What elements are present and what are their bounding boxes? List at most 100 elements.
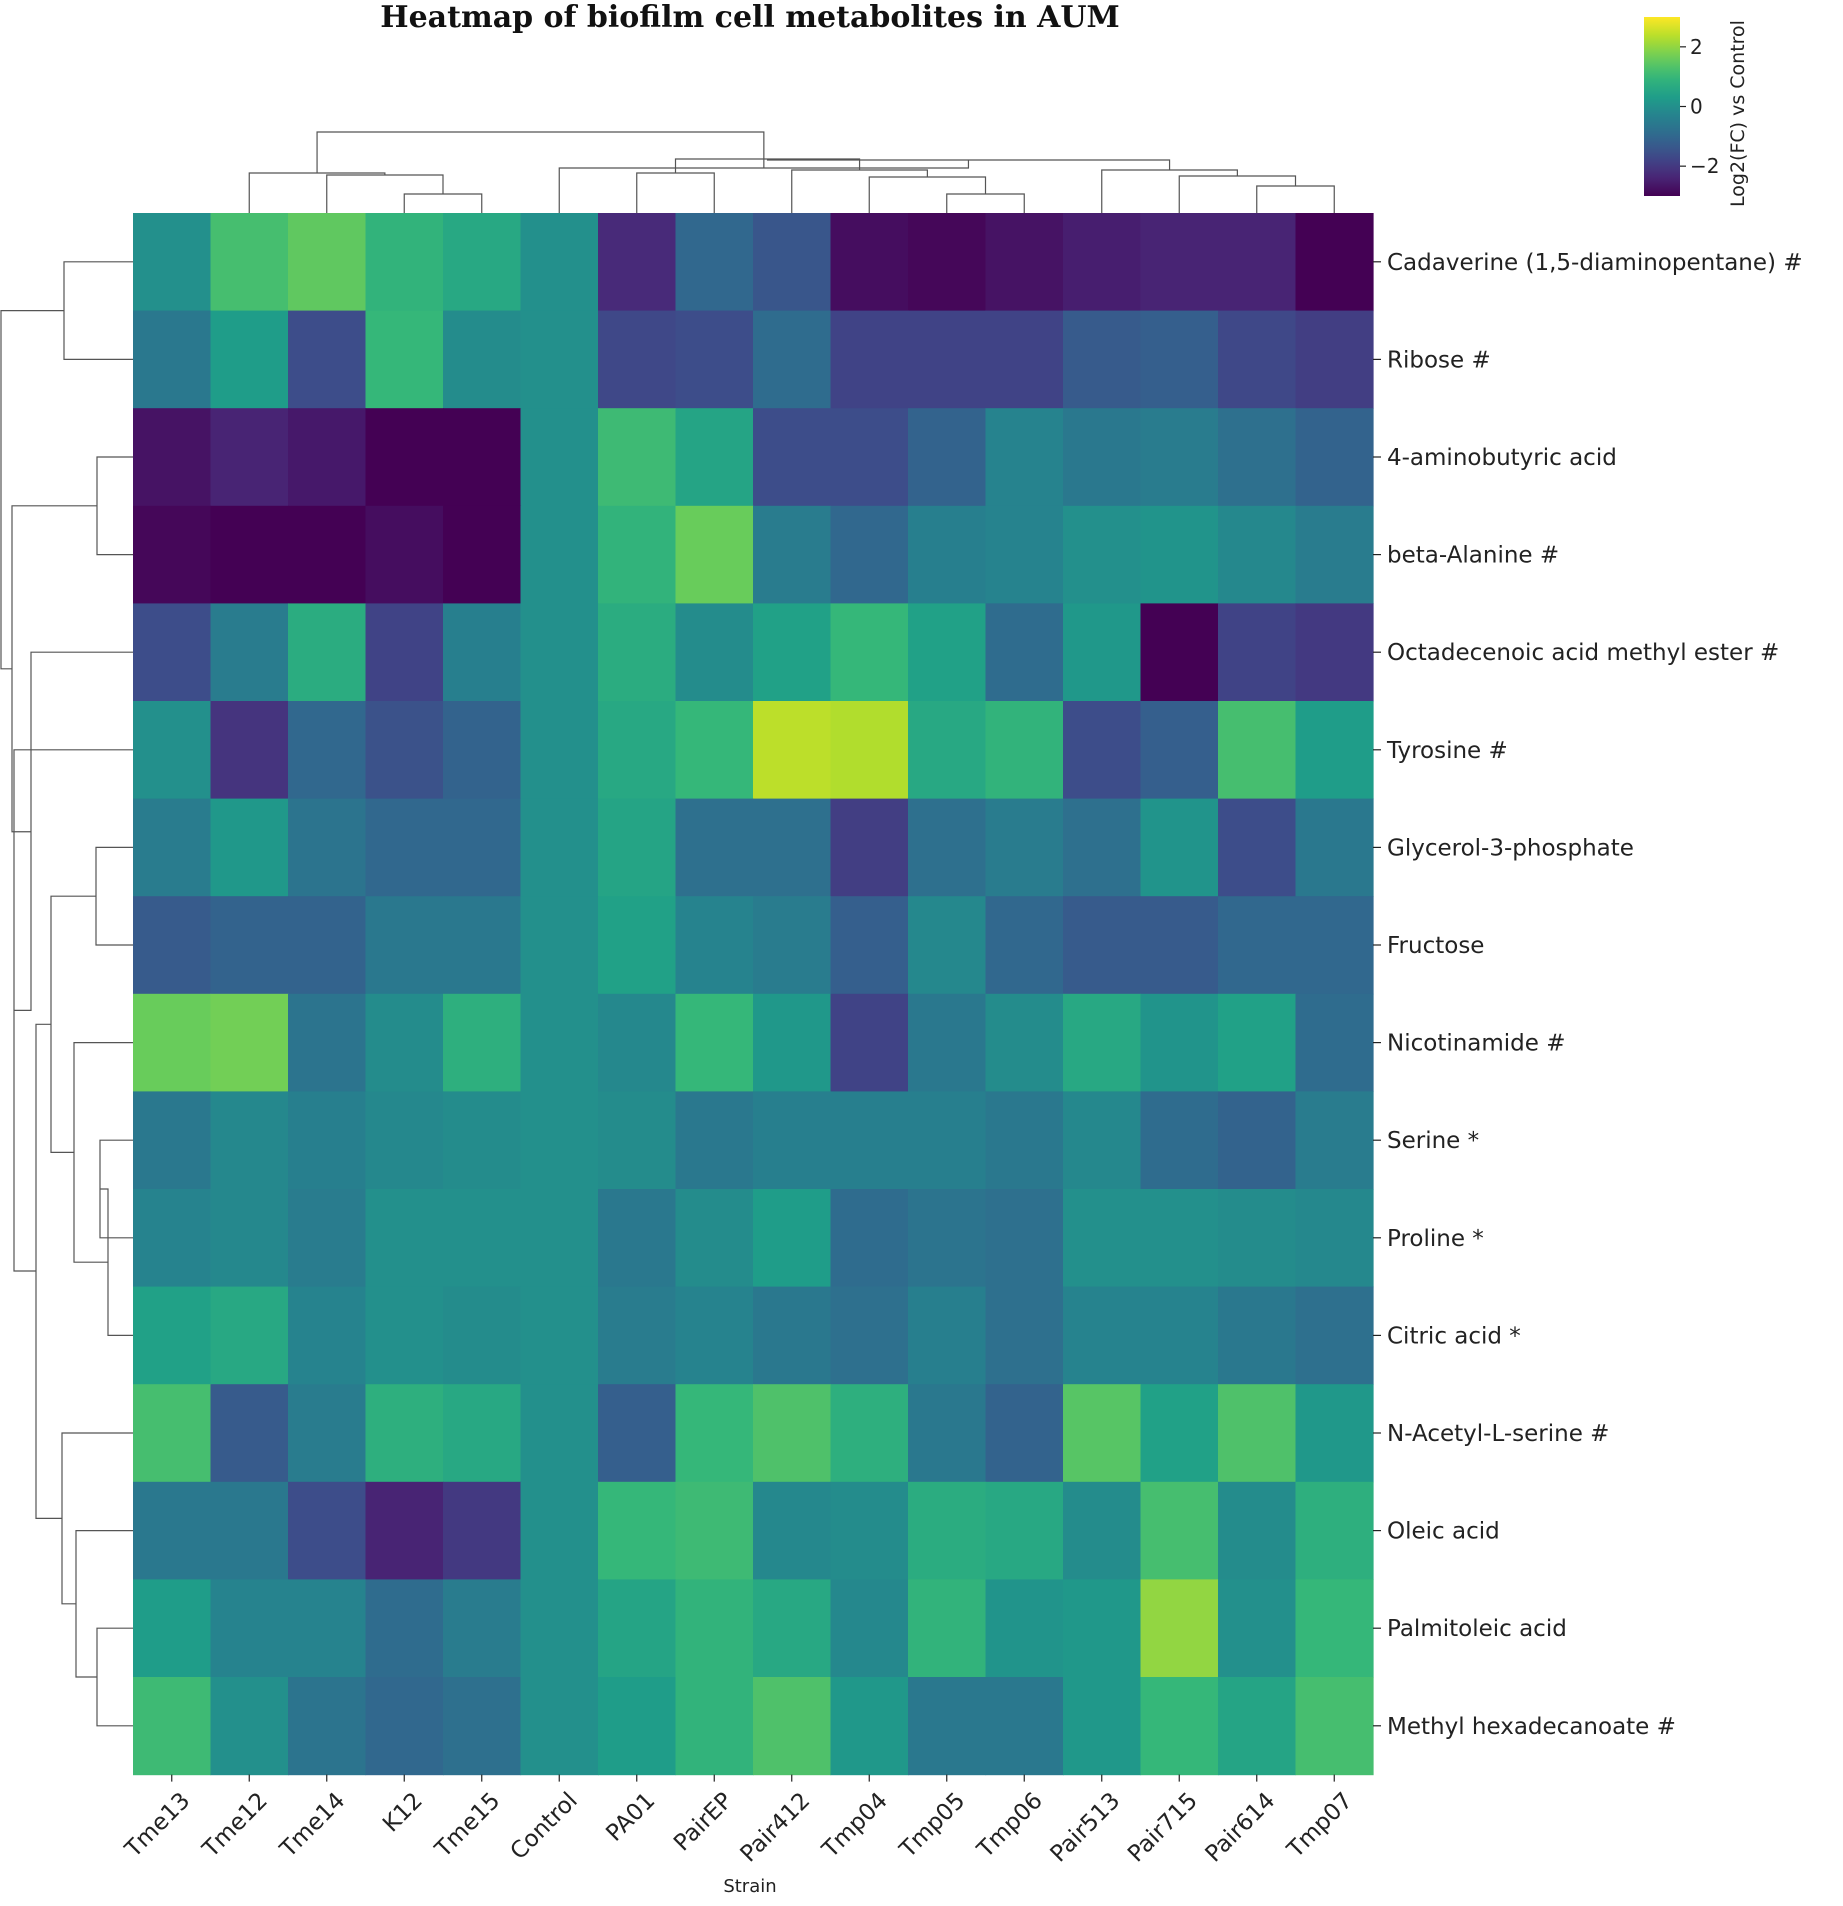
heatmap-cell [830,1677,909,1776]
heatmap-cell [985,1677,1064,1776]
heatmap-cell [288,1579,367,1678]
heatmap-cell [985,798,1064,897]
heatmap-cell [1063,1481,1142,1580]
heatmap-cell [985,1091,1064,1190]
heatmap-cell [675,1481,754,1580]
heatmap-cell [598,701,677,800]
heatmap-cell [1063,1286,1142,1385]
heatmap-cell [908,701,987,800]
heatmap-cell [1295,1384,1374,1483]
heatmap-cell [210,993,289,1092]
heatmap-cell [133,896,212,995]
heatmap-cell [830,798,909,897]
heatmap-cell [985,1481,1064,1580]
heatmap-cell [675,1189,754,1288]
heatmap-cell [598,505,677,604]
dendrogram-link [316,131,765,173]
heatmap-cell [1295,310,1374,409]
heatmap-cell [1295,213,1374,312]
x-tick-label: Pair412 [736,1788,816,1868]
heatmap-cell [753,1579,832,1678]
dendrogram-link [946,193,1025,213]
heatmap-cell [675,408,754,507]
dendrogram-link [96,1627,133,1727]
heatmap-cell [1218,896,1297,995]
heatmap-cell [985,701,1064,800]
heatmap-cell [830,1384,909,1483]
heatmap-cell [1218,1091,1297,1190]
heatmap-cell [985,896,1064,995]
heatmap-cell [365,408,444,507]
heatmap-cell [1140,603,1219,702]
heatmap-cell [210,798,289,897]
heatmap-cell [288,1189,367,1288]
heatmap-cell [365,798,444,897]
heatmap-cell [1140,896,1219,995]
colorbar-tick-label: −2 [1690,154,1719,178]
heatmap-cell [288,1481,367,1580]
x-tick-label: Pair715 [1123,1788,1203,1868]
heatmap-cell [288,1384,367,1483]
y-tick-label: Proline * [1387,1226,1484,1252]
dendrogram-link [1256,185,1335,213]
heatmap-cell [753,310,832,409]
heatmap-cell [598,1384,677,1483]
heatmap-cell [1063,1091,1142,1190]
heatmap-cell [520,1677,599,1776]
heatmap-cell [210,1286,289,1385]
heatmap-cell [830,993,909,1092]
heatmap-cell [210,213,289,312]
heatmap-cell [908,310,987,409]
heatmap-cell [520,1286,599,1385]
heatmap-cell [598,1091,677,1190]
heatmap-cell [133,993,212,1092]
dendrogram-link [75,1530,133,1678]
heatmap-cell [830,1481,909,1580]
heatmap-cell [133,603,212,702]
heatmap-cell [985,1286,1064,1385]
heatmap-cell [210,896,289,995]
heatmap-cell [520,310,599,409]
heatmap-cell [908,1189,987,1288]
heatmap-cell [288,1091,367,1190]
heatmap-cell [1140,701,1219,800]
heatmap-cell [210,1091,289,1190]
heatmap-cell [210,1579,289,1678]
colorbar-gradient [1644,17,1680,196]
heatmap-cell [1140,213,1219,312]
colorbar-tick-label: 0 [1690,95,1703,119]
heatmap-cell [598,1579,677,1678]
heatmap-cell [830,408,909,507]
heatmap-cell [675,505,754,604]
heatmap-cell [1295,1189,1374,1288]
heatmap-cell [520,1384,599,1483]
heatmap-cell [830,701,909,800]
x-tick-label: PairEP [669,1788,738,1857]
heatmap-cell [1295,1677,1374,1776]
y-tick-label: N-Acetyl-L-serine # [1387,1421,1609,1447]
heatmap-cell [1140,1481,1219,1580]
heatmap-cell [288,603,367,702]
y-tick-label: Palmitoleic acid [1387,1616,1567,1642]
heatmap-cell [753,1286,832,1385]
heatmap-cell [675,1091,754,1190]
heatmap-cell [1140,1286,1219,1385]
heatmap-cell [133,1579,212,1678]
heatmap-cell [133,1286,212,1385]
heatmap-cell [1140,1384,1219,1483]
heatmap-cell [210,310,289,409]
heatmap-cell [133,505,212,604]
heatmap-cell [210,1677,289,1776]
x-tick-label: Tmp06 [972,1788,1048,1864]
heatmap-cell [985,1579,1064,1678]
y-tick-label: Cadaverine (1,5-diaminopentane) # [1387,250,1803,276]
heatmap-cell [365,1579,444,1678]
heatmap-cell [1140,310,1219,409]
dendrogram-link [248,172,386,213]
heatmap-cell [675,1579,754,1678]
heatmap-cell [753,1189,832,1288]
heatmap-cell [908,1384,987,1483]
x-tick-label: Tme14 [275,1788,351,1864]
heatmap-cell [675,993,754,1092]
heatmap-cell [1063,896,1142,995]
